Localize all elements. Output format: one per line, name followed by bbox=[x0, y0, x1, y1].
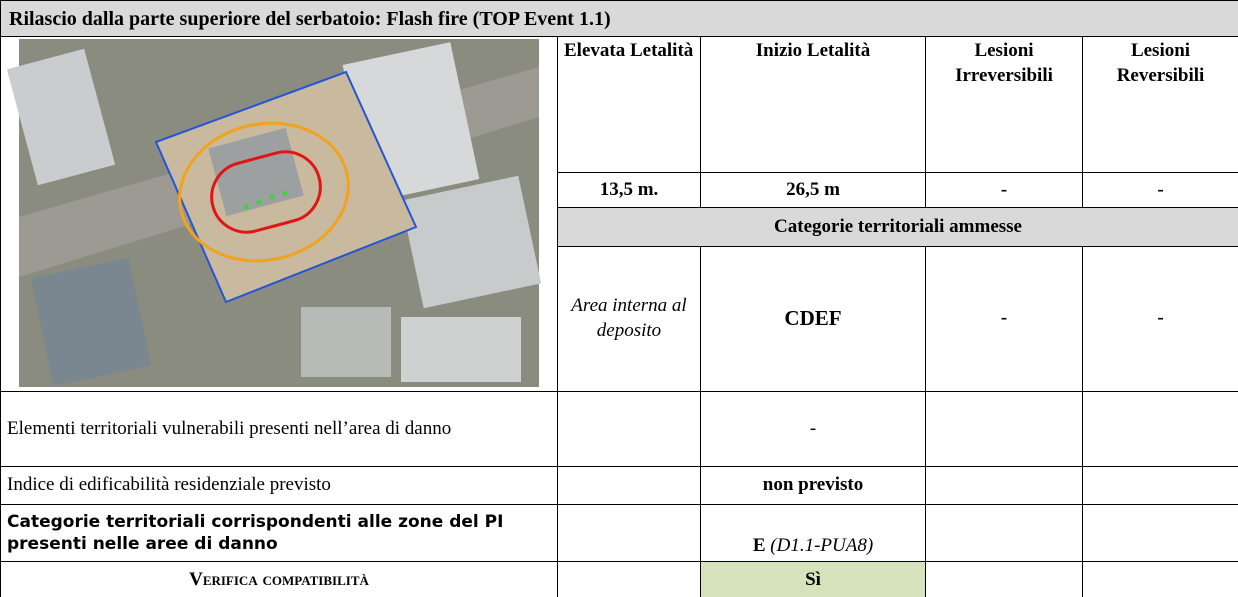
category-header: Categorie territoriali ammesse bbox=[557, 207, 1238, 247]
row-value: Sì bbox=[700, 561, 926, 597]
distance: - bbox=[1082, 172, 1238, 209]
row-label: Categorie territoriali corrispondenti al… bbox=[0, 504, 558, 562]
row-label: Elementi territoriali vulnerabili presen… bbox=[0, 391, 558, 467]
row-value-note: (D1.1-PUA8) bbox=[770, 535, 874, 557]
aerial-image-cell bbox=[0, 36, 558, 392]
column-header: Inizio Letalità bbox=[700, 35, 926, 174]
category: - bbox=[925, 245, 1083, 393]
category: - bbox=[1082, 245, 1238, 393]
distance: - bbox=[925, 172, 1083, 209]
distance: 26,5 m bbox=[700, 172, 926, 209]
row-label: Indice di edificabilità residenziale pre… bbox=[0, 466, 558, 505]
column-header: Lesioni Reversibili bbox=[1082, 35, 1238, 174]
row-value: - bbox=[700, 391, 926, 467]
column-header: Elevata Letalità bbox=[557, 35, 701, 174]
category: CDEF bbox=[700, 245, 926, 393]
row-label: Verifica compatibilità bbox=[0, 561, 558, 597]
row-value: non previsto bbox=[700, 466, 926, 505]
column-header: Lesioni Irreversibili bbox=[925, 35, 1083, 174]
table-title: Rilascio dalla parte superiore del serba… bbox=[0, 0, 1238, 37]
distance: 13,5 m. bbox=[557, 172, 701, 209]
row-value: E bbox=[752, 535, 766, 557]
row-value-cell: E (D1.1-PUA8) bbox=[700, 504, 926, 562]
aerial-image bbox=[6, 39, 542, 387]
area-label: Area interna al deposito bbox=[557, 245, 701, 393]
